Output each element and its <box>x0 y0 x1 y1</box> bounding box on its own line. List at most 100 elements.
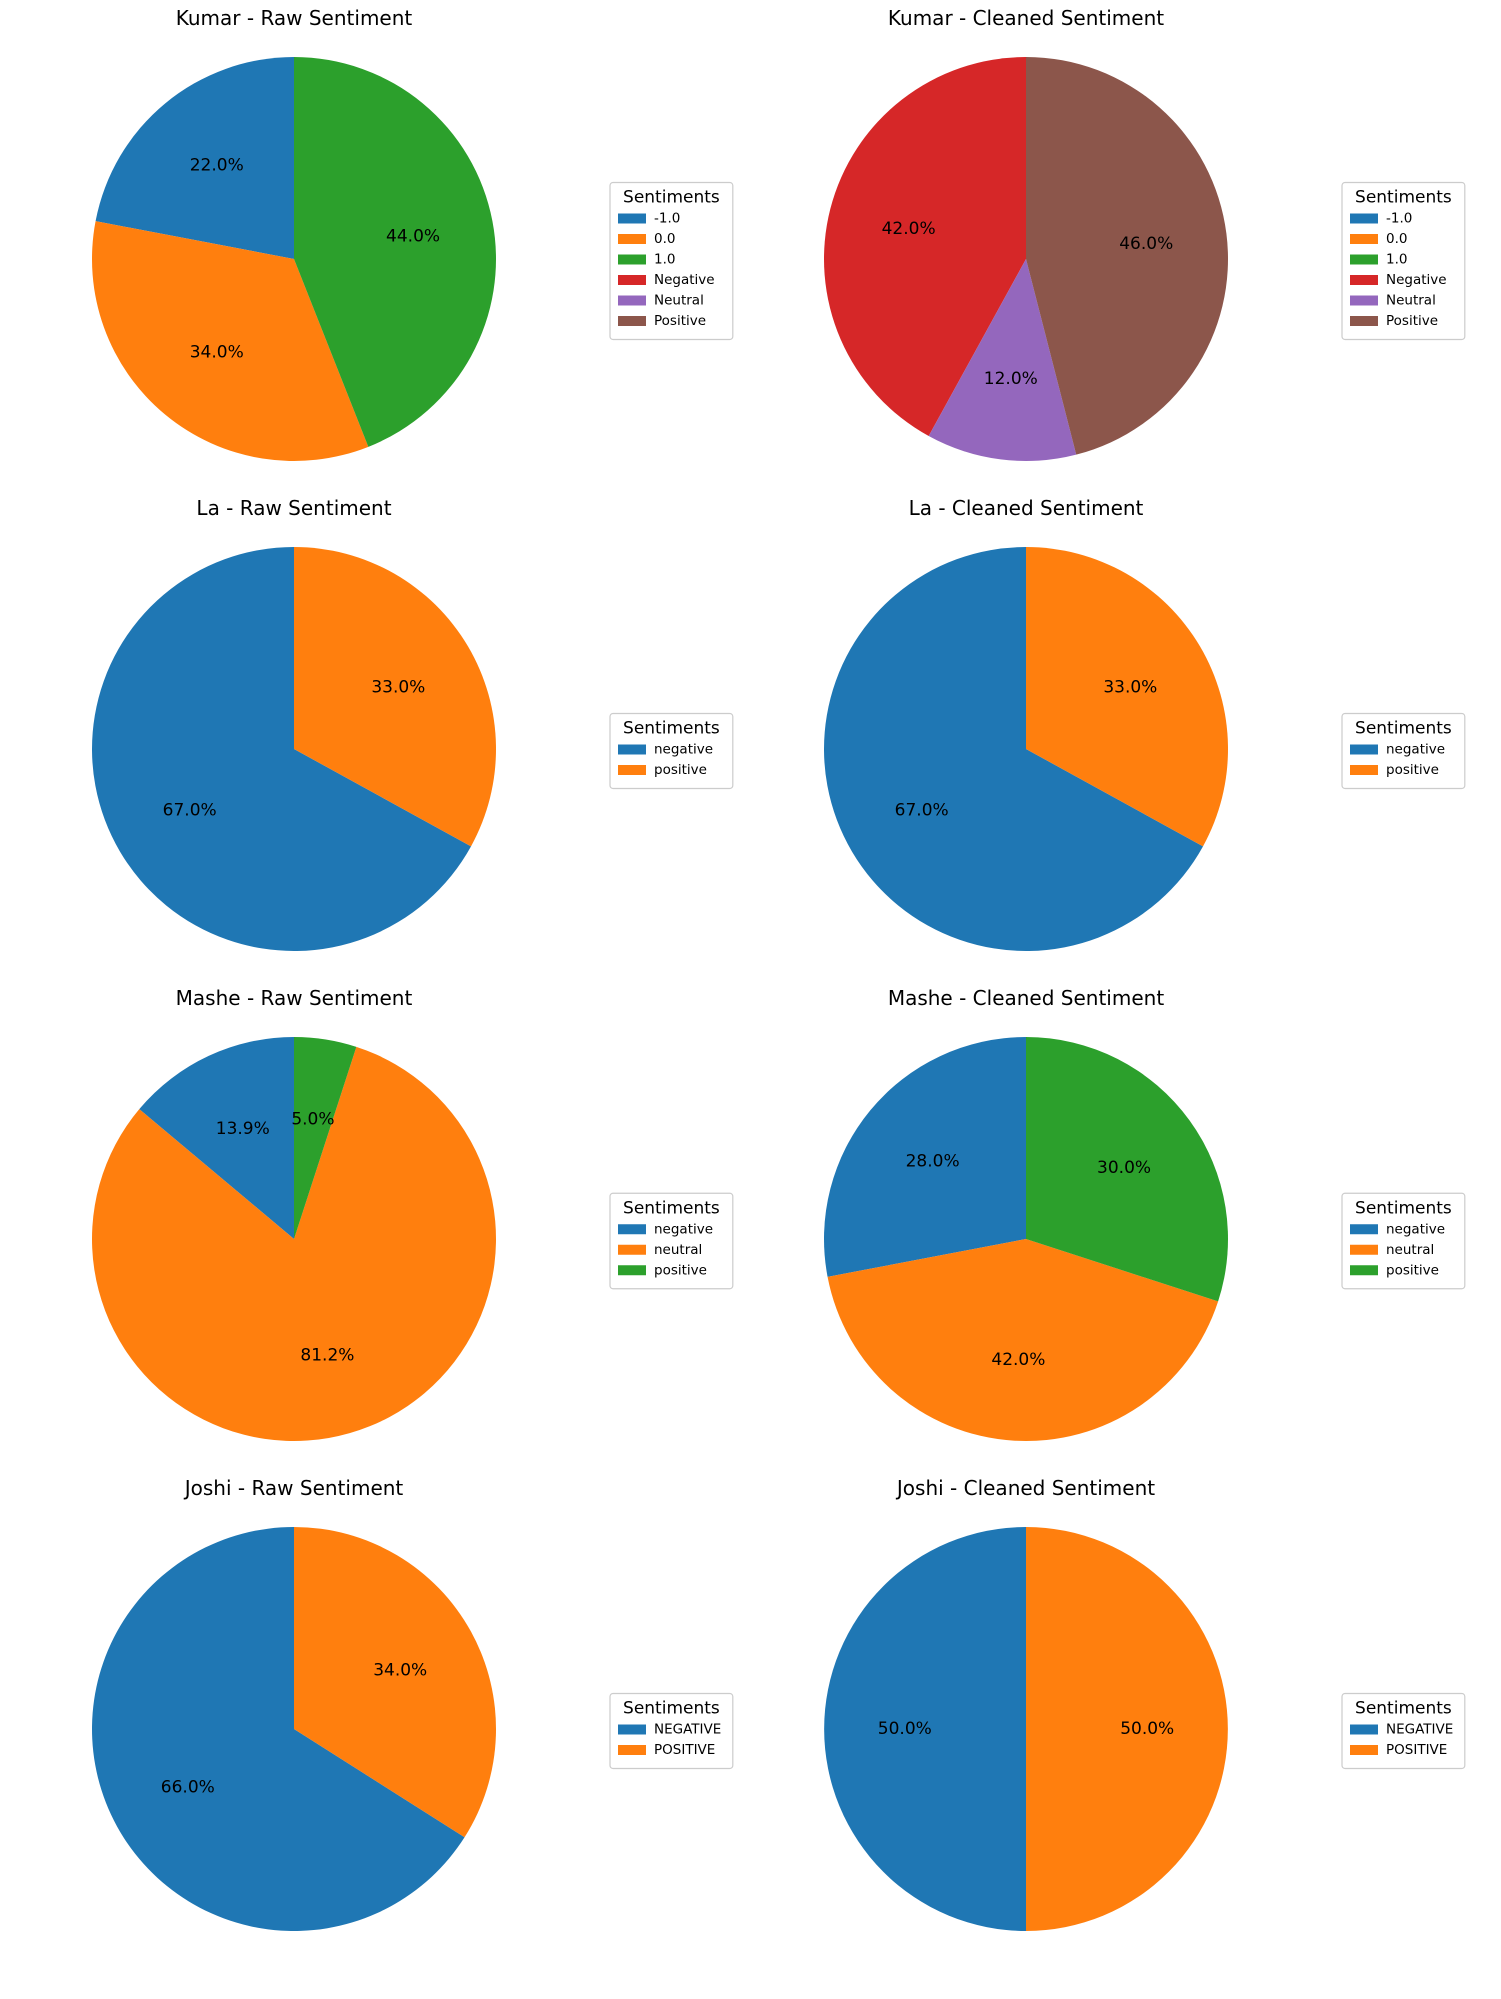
legend-label-positive: positive <box>1386 1262 1439 1278</box>
legend-swatch-1-0 <box>1350 254 1378 265</box>
legend-label-1-0: 1.0 <box>654 252 675 268</box>
pct-label-negative: 13.9% <box>216 1119 270 1139</box>
pct-label-positive: 50.0% <box>1120 1719 1174 1739</box>
legend-swatch-neutral <box>1350 295 1378 306</box>
legend-title: Sentiments <box>623 719 720 739</box>
pct-label-1-0: 22.0% <box>190 156 244 176</box>
pct-label-positive: 46.0% <box>1119 234 1173 254</box>
pie-slice-negative <box>91 547 472 952</box>
legend-swatch-negative <box>1350 1224 1378 1235</box>
legend: Sentiments negative neutral positive <box>1341 1192 1466 1290</box>
pie-slice-negative <box>92 1526 465 1931</box>
legend: Sentiments negative positive <box>1341 712 1466 790</box>
legend-swatch-negative <box>1350 1724 1378 1735</box>
pie-slice-positive <box>1026 57 1229 455</box>
legend-title: Sentiments <box>623 1198 720 1218</box>
pie-slice-negative <box>824 1527 1026 1931</box>
legend-swatch-neutral <box>618 295 646 306</box>
chart-title: Kumar - Cleaned Sentiment <box>888 6 1164 30</box>
legend-label-positive: POSITIVE <box>654 1742 715 1758</box>
legend-label-neutral: Neutral <box>1386 293 1436 309</box>
chart-mashe-raw-sentiment: Mashe - Raw Sentiment 13.9% 81.2% 5.0% Senti… <box>92 986 734 1441</box>
legend-title: Sentiments <box>1355 1699 1452 1719</box>
chart-title: Mashe - Cleaned Sentiment <box>888 986 1164 1010</box>
legend-swatch-1-0 <box>618 254 646 265</box>
legend-swatch-1-0 <box>618 213 646 224</box>
legend-label-0-0: 0.0 <box>1386 231 1407 247</box>
pct-label-positive: 34.0% <box>373 1661 427 1681</box>
legend-swatch-negative <box>1350 744 1378 755</box>
legend-swatch-positive <box>1350 765 1378 775</box>
pie-slice-positive <box>294 1037 357 1239</box>
pie-slice-positive <box>294 547 496 847</box>
legend-swatch-negative <box>618 744 646 755</box>
pie-slice-negative <box>824 57 1026 437</box>
chart-title: Mashe - Raw Sentiment <box>176 986 413 1010</box>
legend-label-negative: negative <box>654 742 713 758</box>
legend: Sentiments negative neutral positive <box>609 1192 734 1290</box>
legend-swatch-negative <box>618 275 646 285</box>
legend-swatch-positive <box>1350 1265 1378 1276</box>
legend-swatch-negative <box>618 1724 646 1735</box>
legend-label-0-0: 0.0 <box>654 231 675 247</box>
legend: Sentiments -1.0 0.0 1.0 Negative Neutral Posit… <box>1341 181 1466 341</box>
pct-label-1-0: 44.0% <box>386 226 440 246</box>
legend-label-positive: positive <box>1386 762 1439 778</box>
legend-title: Sentiments <box>1355 719 1452 739</box>
pie-slice-negative <box>823 1037 1026 1277</box>
legend-label-neutral: neutral <box>1386 1242 1434 1258</box>
pct-label-negative: 67.0% <box>895 801 949 821</box>
pct-label-negative: 50.0% <box>878 1719 932 1739</box>
chart-title: Kumar - Raw Sentiment <box>176 6 413 30</box>
legend: Sentiments negative positive <box>609 712 734 790</box>
pie-slice-neutral <box>92 1046 496 1441</box>
legend-label-neutral: Neutral <box>654 293 704 309</box>
legend-swatch-0-0 <box>618 234 646 244</box>
pie-slice-positive <box>1026 1527 1228 1931</box>
pie-slice-negative <box>823 547 1204 952</box>
legend-swatch-positive <box>618 1265 646 1276</box>
legend-label-negative: negative <box>1386 742 1445 758</box>
pct-label-negative: 67.0% <box>163 801 217 821</box>
chart-title: Joshi - Raw Sentiment <box>183 1476 404 1500</box>
legend-swatch-positive <box>1350 1745 1378 1755</box>
legend-box <box>1341 1192 1466 1290</box>
legend-label-negative: Negative <box>1386 272 1447 288</box>
pie-slice-neutral <box>928 259 1077 461</box>
pie-slice-positive <box>294 1527 497 1838</box>
legend-swatch-positive <box>618 316 646 326</box>
pct-label-neutral: 42.0% <box>991 1350 1045 1370</box>
chart-kumar-raw-sentiment: Kumar - Raw Sentiment 22.0% 34.0% 44.0% Sent… <box>92 6 734 461</box>
chart-la-cleaned-sentiment: La - Cleaned Sentiment 67.0% 33.0% Sentimen… <box>823 496 1466 952</box>
chart-la-raw-sentiment: La - Raw Sentiment 67.0% 33.0% Sentiments ne… <box>91 496 734 952</box>
pct-label-neutral: 12.0% <box>984 369 1038 389</box>
legend-label-positive: Positive <box>654 313 706 329</box>
legend-label-negative: Negative <box>654 272 715 288</box>
pct-label-neutral: 81.2% <box>300 1346 354 1366</box>
pct-label-positive: 33.0% <box>371 677 425 697</box>
legend-label-1-0: -1.0 <box>1386 211 1412 227</box>
chart-title: Joshi - Cleaned Sentiment <box>895 1476 1155 1500</box>
chart-title: La - Cleaned Sentiment <box>909 496 1144 520</box>
legend-swatch-negative <box>1350 275 1378 285</box>
legend-swatch-1-0 <box>1350 213 1378 224</box>
legend-label-positive: POSITIVE <box>1386 1742 1447 1758</box>
legend-title: Sentiments <box>623 188 720 208</box>
pie-slice-positive <box>1026 547 1228 847</box>
legend-label-negative: negative <box>654 1221 713 1237</box>
legend-box <box>609 1192 734 1290</box>
chart-kumar-cleaned-sentiment: Kumar - Cleaned Sentiment 42.0% 12.0% 46.0%… <box>824 6 1466 461</box>
legend-swatch-positive <box>618 765 646 775</box>
legend-label-1-0: -1.0 <box>654 211 680 227</box>
legend-label-positive: positive <box>654 762 707 778</box>
pct-label-negative: 66.0% <box>161 1777 215 1797</box>
pie-slice-positive <box>1026 1037 1228 1302</box>
pie-slice-1-0 <box>294 57 496 447</box>
legend-swatch-neutral <box>618 1244 646 1255</box>
legend-swatch-neutral <box>1350 1244 1378 1255</box>
pct-label-positive: 5.0% <box>291 1109 334 1129</box>
legend-title: Sentiments <box>623 1699 720 1719</box>
legend-swatch-positive <box>1350 316 1378 326</box>
legend: Sentiments NEGATIVE POSITIVE <box>1341 1692 1466 1770</box>
